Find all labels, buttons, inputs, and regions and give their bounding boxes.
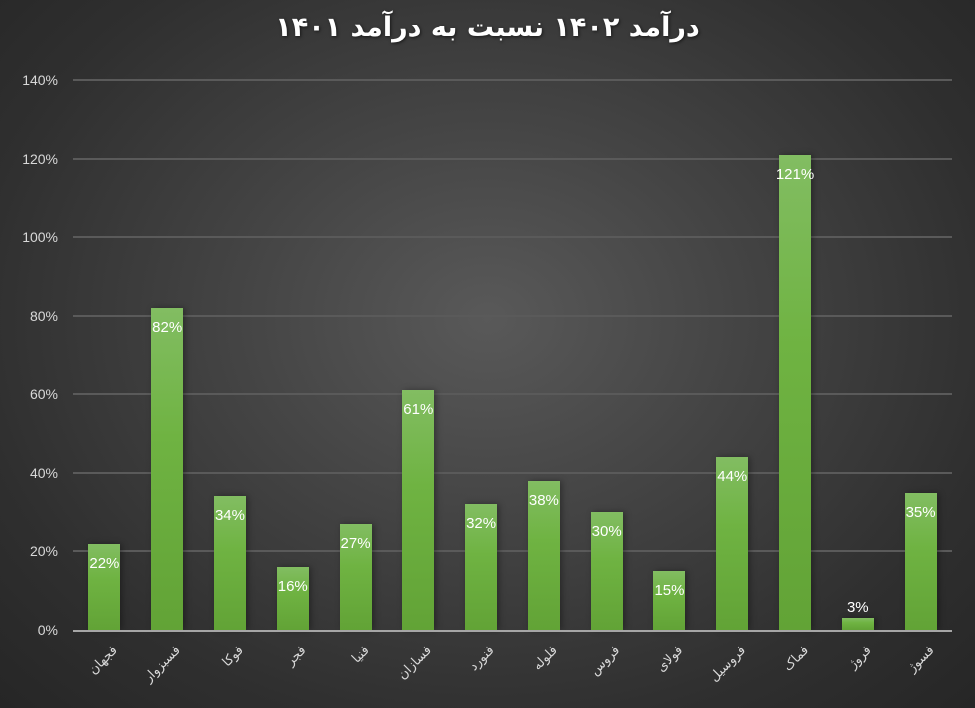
x-tick-label: فنیا <box>348 643 373 667</box>
data-label: 82% <box>152 318 183 336</box>
chart-title: درآمد ۱۴۰۲ نسبت به درآمد ۱۴۰۱ <box>275 12 700 43</box>
x-tick-label: فروس <box>587 643 624 679</box>
data-label: 44% <box>717 468 748 486</box>
x-tick-label: فولای <box>653 643 687 676</box>
y-tick-label: 140% <box>22 72 58 88</box>
y-tick-label: 100% <box>22 229 58 246</box>
bar[interactable] <box>841 618 874 630</box>
y-tick-label: 0% <box>37 622 58 638</box>
x-tick-label: فسوژ <box>904 643 938 676</box>
x-tick-label: فوکا <box>219 643 247 670</box>
data-label: 34% <box>214 507 245 525</box>
data-label: 30% <box>591 523 622 541</box>
data-label: 3% <box>846 599 869 617</box>
bar[interactable] <box>904 492 937 630</box>
bar[interactable] <box>339 523 372 630</box>
data-label: 35% <box>905 503 936 521</box>
y-tick-label: 60% <box>29 386 58 403</box>
x-tick-label: فسازان <box>395 643 435 683</box>
bar[interactable] <box>653 571 686 630</box>
bar[interactable] <box>779 154 812 630</box>
plot-area: 22% 82% 34% 16% 27% 61% 32% 38% 30% 15% 44% 121% 3% 3… <box>73 79 952 632</box>
data-label: 121% <box>775 165 815 183</box>
y-tick-label: 120% <box>22 150 58 167</box>
gridline <box>73 550 952 553</box>
data-label: 22% <box>89 554 120 572</box>
y-tick-label: 20% <box>29 543 58 560</box>
y-tick-label: 40% <box>29 464 58 481</box>
data-label: 38% <box>528 491 559 509</box>
y-tick-label: 80% <box>29 307 58 324</box>
bar[interactable] <box>151 307 184 630</box>
gridline <box>73 314 952 317</box>
gridline <box>73 236 952 239</box>
gridline <box>73 471 952 474</box>
data-label: 32% <box>466 515 497 533</box>
x-tick-label: فجر <box>283 643 310 670</box>
x-tick-label: فسبزوار <box>141 643 184 686</box>
bar[interactable] <box>213 496 246 630</box>
gridline <box>73 393 952 396</box>
data-label: 27% <box>340 534 371 552</box>
data-label: 16% <box>277 578 308 596</box>
gridline <box>73 79 952 81</box>
bar[interactable] <box>716 457 749 630</box>
x-tick-label: فجهان <box>86 643 122 678</box>
bar[interactable] <box>276 567 309 630</box>
data-label: 15% <box>654 582 685 600</box>
x-tick-label: فلوله <box>529 643 561 674</box>
x-tick-label: فنورد <box>466 643 498 675</box>
x-tick-label: فماک <box>780 643 812 675</box>
bar[interactable] <box>527 480 560 630</box>
data-label: 61% <box>403 401 434 419</box>
bar[interactable] <box>402 390 435 630</box>
x-axis-line <box>73 630 952 632</box>
bar[interactable] <box>465 504 498 630</box>
x-tick-label: فروسیل <box>706 643 749 685</box>
bar[interactable] <box>88 543 121 630</box>
bar[interactable] <box>590 512 623 630</box>
gridline <box>73 157 952 160</box>
x-tick-label: فروژ <box>845 643 875 672</box>
